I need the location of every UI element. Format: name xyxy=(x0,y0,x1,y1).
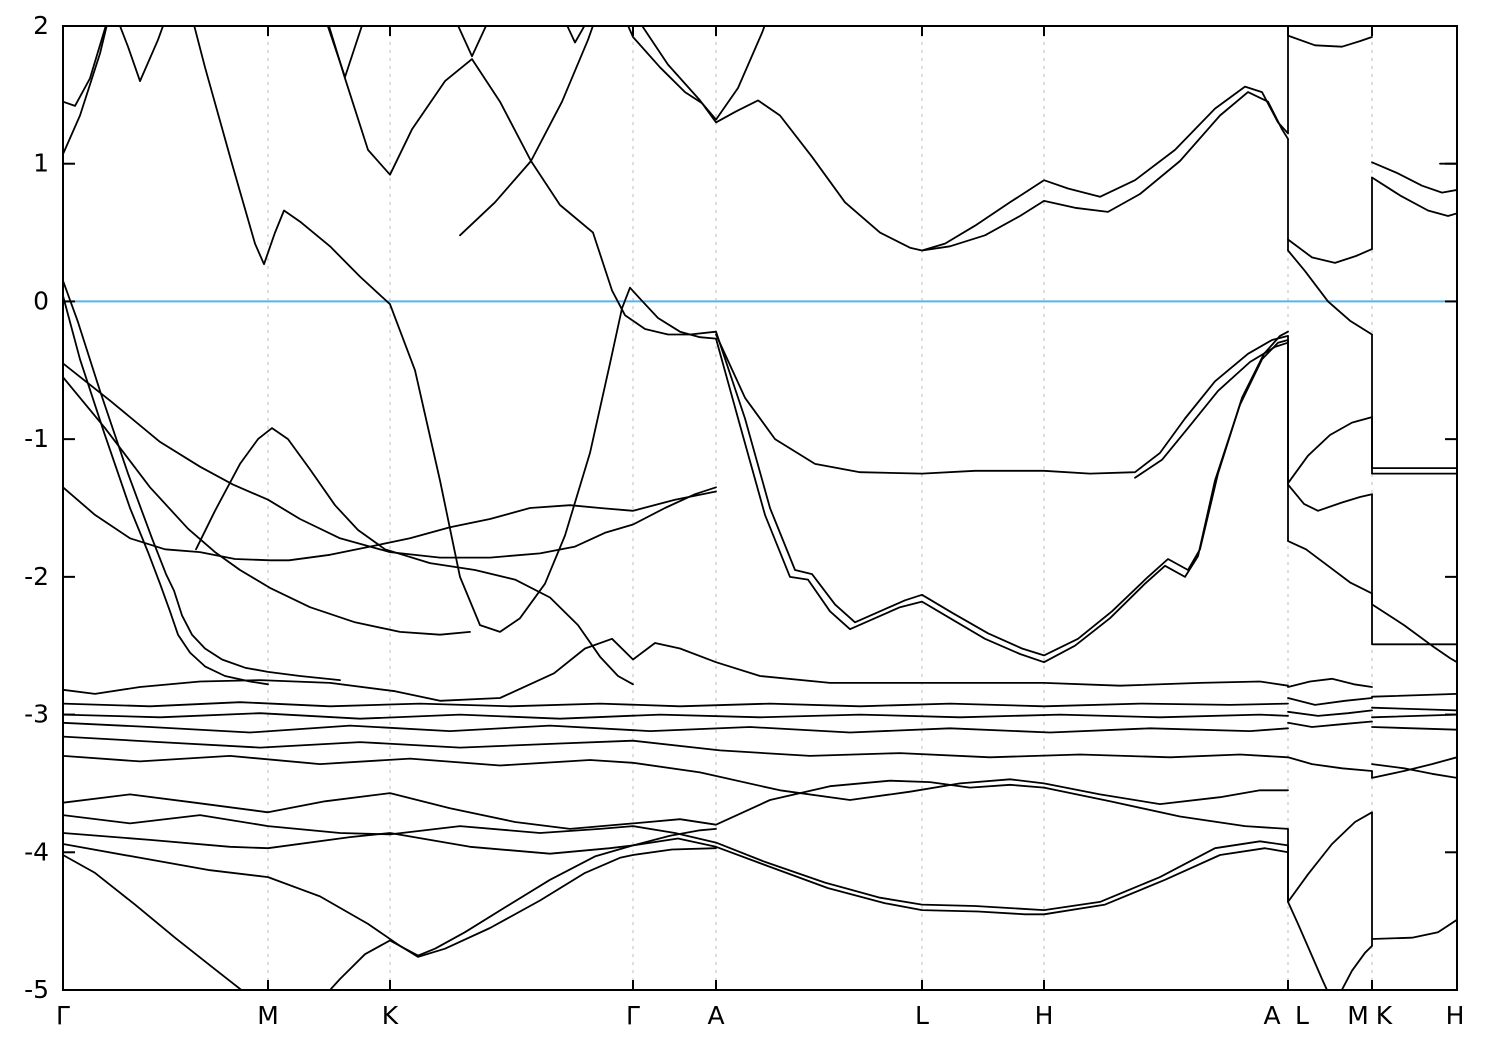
kpoint-label: Γ xyxy=(56,1001,70,1030)
band-line xyxy=(641,26,1289,252)
band-line xyxy=(63,854,243,990)
band-line xyxy=(1371,706,1457,712)
band-line xyxy=(1287,709,1373,717)
y-axis-label: 2 xyxy=(33,11,49,40)
band-line xyxy=(63,26,108,155)
band-line xyxy=(193,26,1289,664)
kpoint-label: H xyxy=(1446,1001,1465,1030)
band-line xyxy=(459,26,594,237)
y-axis-label: -1 xyxy=(24,424,49,453)
band-line xyxy=(921,91,1289,252)
band-line xyxy=(1287,416,1373,485)
band-line xyxy=(1134,341,1289,479)
y-axis-label: 0 xyxy=(33,286,49,315)
band-line xyxy=(63,295,269,686)
kpoint-label: M xyxy=(1347,1001,1369,1030)
band-line xyxy=(1371,713,1457,719)
band-line xyxy=(63,279,341,681)
band-line xyxy=(63,843,717,958)
band-line xyxy=(1287,811,1373,903)
kpoint-label: A xyxy=(707,1001,724,1030)
kpoint-label: K xyxy=(1376,1001,1393,1030)
band-line xyxy=(1371,918,1457,940)
kpoint-label: L xyxy=(915,1001,929,1030)
band-line xyxy=(1371,726,1457,731)
band-line xyxy=(1371,693,1457,698)
band-line xyxy=(1371,176,1457,217)
kpoint-label: M xyxy=(257,1001,279,1030)
plot-border xyxy=(62,25,1458,991)
bands-group xyxy=(63,26,1457,990)
y-axis-label: -3 xyxy=(24,700,49,729)
band-line xyxy=(328,26,1289,657)
band-line xyxy=(1371,161,1457,194)
band-line xyxy=(63,637,1289,702)
band-line xyxy=(1287,901,1328,990)
band-line xyxy=(63,735,1289,759)
band-line xyxy=(1340,945,1373,990)
band-line xyxy=(715,333,1289,475)
band-line xyxy=(63,362,717,559)
band-line xyxy=(1371,603,1457,664)
band-line xyxy=(1371,763,1457,779)
band-line xyxy=(63,755,1289,805)
band-line xyxy=(328,828,717,990)
y-axis-label: -2 xyxy=(24,562,49,591)
band-line xyxy=(1287,756,1373,772)
y-axis-label: -5 xyxy=(24,975,49,1004)
band-line xyxy=(1287,238,1373,264)
kpoint-label: A xyxy=(1263,1001,1280,1030)
kpoint-label: H xyxy=(1035,1001,1054,1030)
band-line xyxy=(1371,756,1457,779)
kpoint-label: Γ xyxy=(626,1001,640,1030)
kpoint-label: K xyxy=(382,1001,399,1030)
band-line xyxy=(1287,249,1373,336)
band-line xyxy=(63,779,1289,830)
band-line xyxy=(63,721,1289,734)
band-line xyxy=(1287,697,1373,706)
band-line xyxy=(195,427,634,686)
y-axis-label: 1 xyxy=(33,149,49,178)
band-line xyxy=(1287,540,1373,595)
band-line xyxy=(63,832,1289,916)
band-line xyxy=(63,712,1289,720)
y-axis-label: -4 xyxy=(24,837,49,866)
band-line xyxy=(63,486,717,562)
kpoint-label: L xyxy=(1295,1001,1309,1030)
band-line xyxy=(1287,720,1373,728)
band-line xyxy=(63,814,1289,911)
band-line xyxy=(1287,34,1373,48)
band-line xyxy=(1287,483,1373,512)
band-line xyxy=(1287,677,1373,688)
band-line xyxy=(63,376,471,636)
band-line xyxy=(63,701,1289,708)
